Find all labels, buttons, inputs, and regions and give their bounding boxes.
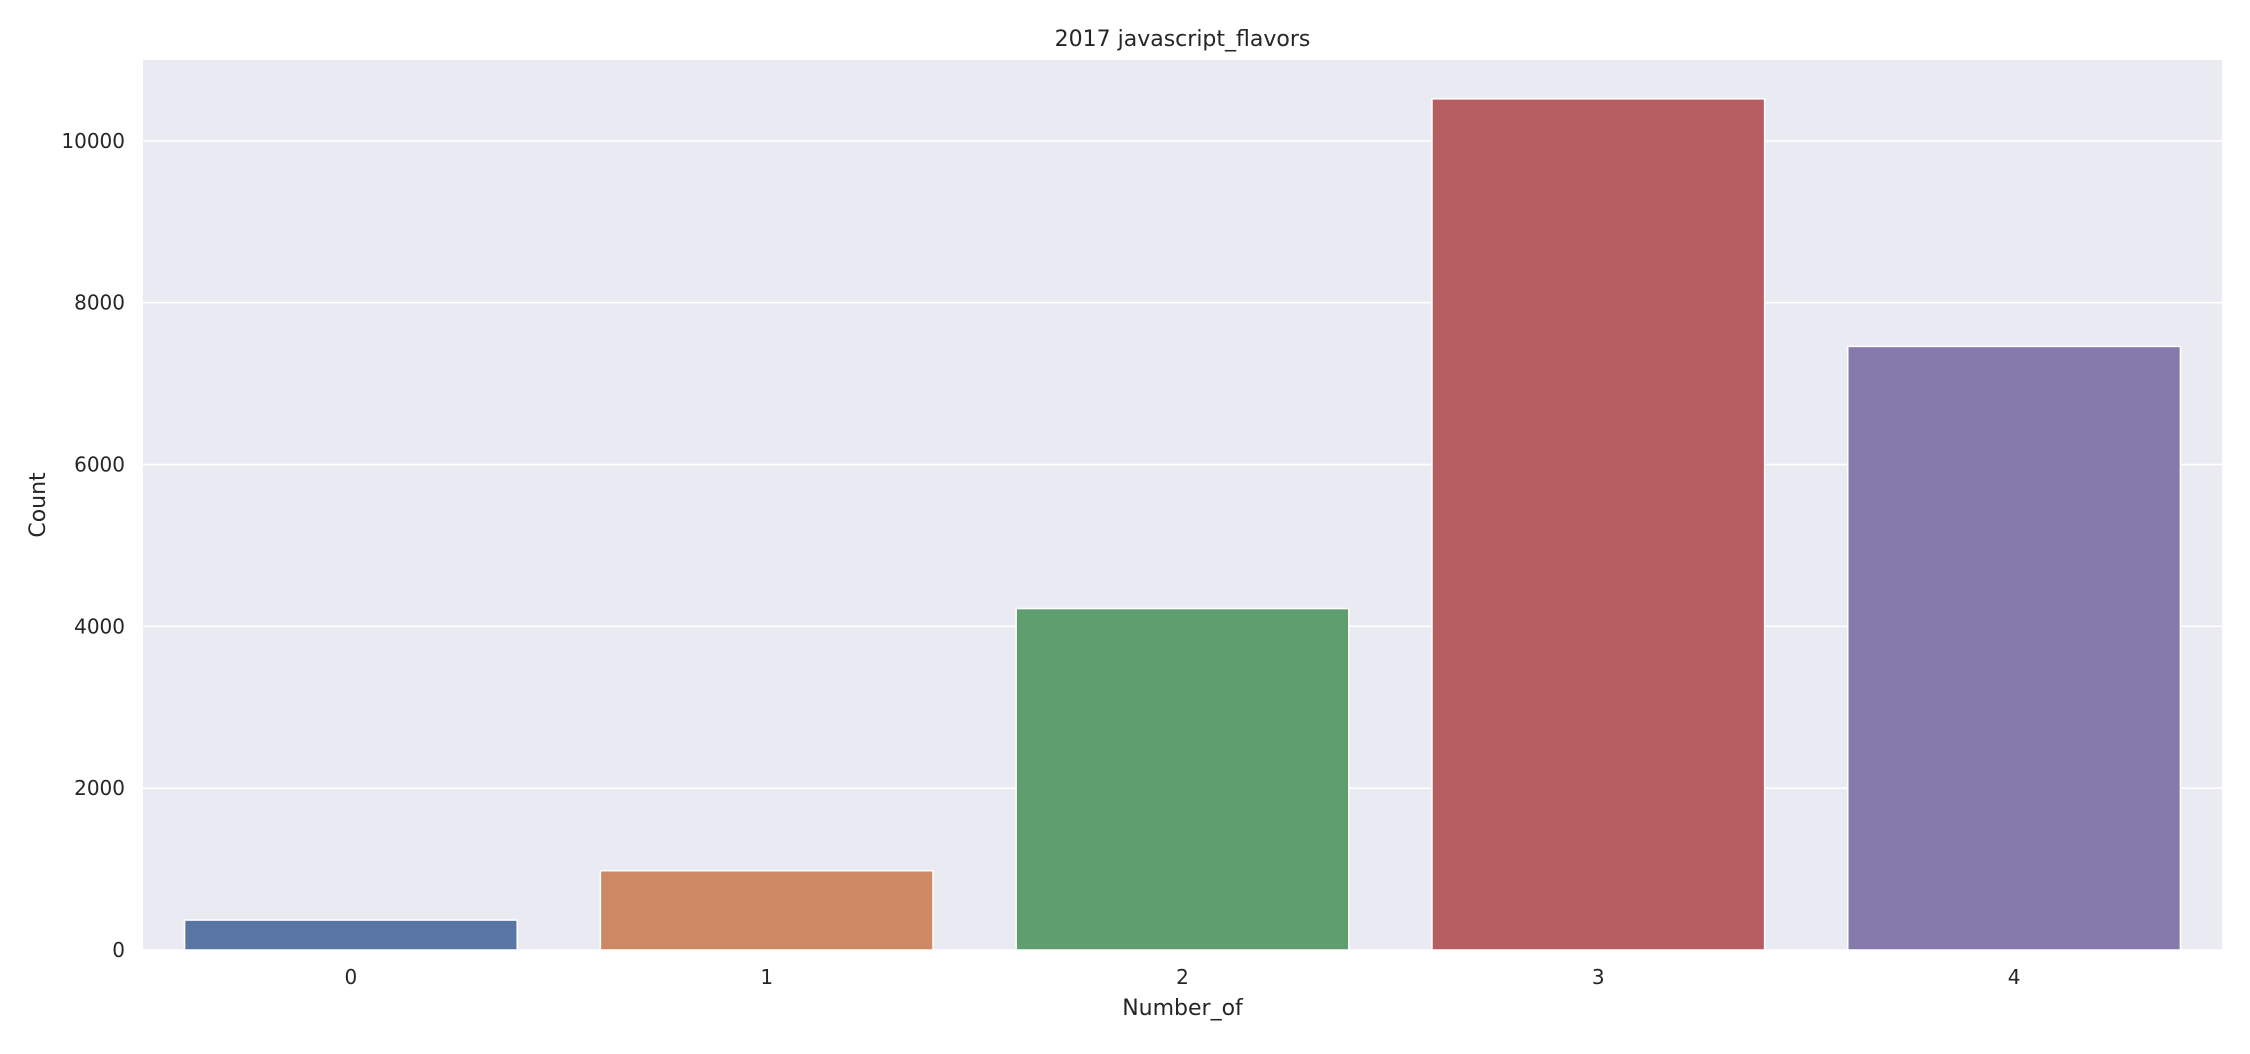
x-axis-ticks: 0 1 2 3 4 bbox=[345, 965, 2021, 989]
x-tick-label: 3 bbox=[1592, 965, 1605, 989]
x-tick-label: 0 bbox=[345, 965, 358, 989]
y-tick-label: 6000 bbox=[74, 453, 125, 477]
x-tick-label: 4 bbox=[2008, 965, 2021, 989]
x-axis-label: Number_of bbox=[1122, 996, 1244, 1021]
chart-title: 2017 javascript_flavors bbox=[1055, 27, 1311, 52]
y-axis-label: Count bbox=[26, 472, 51, 538]
y-tick-label: 4000 bbox=[74, 614, 125, 638]
bar-4 bbox=[1847, 345, 2182, 951]
y-axis-ticks: 0 2000 4000 6000 8000 10000 bbox=[61, 129, 125, 962]
bars bbox=[183, 98, 2182, 951]
x-tick-label: 2 bbox=[1176, 965, 1189, 989]
y-tick-label: 8000 bbox=[74, 291, 125, 315]
bar-0 bbox=[183, 919, 518, 951]
bar-2 bbox=[1015, 607, 1350, 951]
x-tick-label: 1 bbox=[760, 965, 773, 989]
y-tick-label: 2000 bbox=[74, 776, 125, 800]
y-tick-label: 10000 bbox=[61, 129, 125, 153]
bar-3 bbox=[1431, 98, 1766, 951]
bar-1 bbox=[599, 869, 934, 951]
y-tick-label: 0 bbox=[112, 938, 125, 962]
